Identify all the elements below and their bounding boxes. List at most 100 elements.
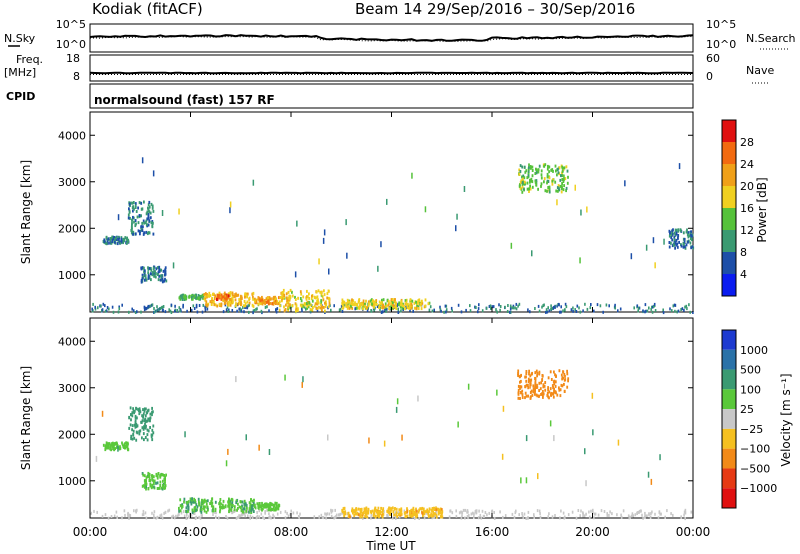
echo-mark — [146, 433, 149, 437]
power-colorbar-swatch — [722, 252, 736, 274]
ground-scatter-mark — [589, 515, 591, 519]
echo-mark — [517, 372, 519, 375]
echo-mark — [404, 511, 407, 514]
echo-mark — [346, 298, 349, 302]
ground-scatter-mark — [382, 310, 384, 314]
echo-mark — [276, 505, 278, 509]
echo-mark — [517, 384, 520, 388]
freq-top-tick: 18 — [66, 52, 80, 65]
echo-mark — [152, 267, 155, 271]
echo-mark — [560, 383, 563, 387]
echo-mark — [243, 504, 246, 508]
ground-scatter-mark — [593, 309, 595, 313]
ground-scatter-mark — [385, 309, 387, 313]
echo-mark — [432, 510, 434, 514]
echo-mark — [560, 174, 562, 178]
echo-mark — [250, 509, 253, 513]
echo-mark — [199, 294, 202, 298]
ground-scatter-mark — [560, 310, 562, 314]
ground-scatter-mark — [117, 310, 120, 314]
echo-mark — [228, 510, 230, 514]
echo-mark — [127, 448, 130, 452]
echo-mark — [424, 304, 427, 308]
echo-mark — [210, 500, 213, 504]
echo-mark — [243, 507, 246, 511]
ground-scatter-mark — [151, 511, 153, 515]
ground-scatter-mark — [252, 309, 255, 313]
echo-mark — [542, 395, 544, 399]
echo-mark — [302, 295, 305, 299]
ground-scatter-mark — [155, 309, 158, 313]
ground-scatter-mark — [268, 309, 270, 313]
ground-scatter-mark — [325, 512, 328, 516]
isolated-echo-mark — [645, 244, 648, 251]
echo-mark — [222, 298, 224, 302]
echo-mark — [243, 502, 246, 506]
echo-mark — [559, 178, 562, 182]
echo-mark — [397, 303, 400, 307]
echo-mark — [165, 473, 167, 477]
echo-mark — [409, 298, 412, 302]
freq-label-line2: [MHz] — [4, 66, 36, 79]
echo-mark — [205, 499, 207, 503]
ground-scatter-mark — [590, 303, 592, 306]
echo-mark — [141, 472, 144, 475]
echo-mark — [195, 508, 198, 512]
ground-scatter-mark — [597, 513, 600, 517]
echo-mark — [202, 296, 205, 299]
ground-scatter-mark — [527, 516, 529, 520]
echo-mark — [427, 511, 430, 515]
isolated-echo-mark — [510, 242, 513, 249]
ground-scatter-mark — [268, 516, 270, 520]
nsearch-bottom-tick: 10^0 — [706, 38, 736, 51]
echo-mark — [150, 267, 152, 271]
echo-mark — [109, 446, 112, 450]
echo-mark — [289, 288, 292, 292]
echo-mark — [382, 298, 385, 302]
echo-mark — [164, 273, 166, 277]
echo-mark — [265, 504, 268, 507]
ground-scatter-mark — [313, 515, 316, 519]
echo-mark — [683, 237, 686, 241]
echo-mark — [206, 508, 209, 512]
echo-mark — [538, 394, 540, 398]
echo-mark — [112, 443, 114, 447]
isolated-echo-mark — [117, 214, 120, 221]
echo-mark — [395, 513, 398, 517]
ground-scatter-mark — [318, 515, 320, 519]
ground-scatter-mark — [160, 514, 162, 518]
echo-mark — [107, 241, 109, 245]
echo-mark — [521, 389, 524, 393]
echo-mark — [161, 487, 164, 491]
ground-scatter-mark — [173, 516, 176, 520]
ground-scatter-mark — [539, 515, 542, 519]
ground-scatter-mark — [651, 510, 653, 514]
ground-scatter-mark — [178, 306, 181, 310]
velocity-colorbar-swatch — [722, 488, 736, 508]
echo-mark — [517, 388, 520, 392]
echo-mark — [291, 290, 293, 294]
nsky-label: N.Sky — [4, 32, 36, 45]
echo-mark — [362, 302, 365, 306]
echo-mark — [321, 295, 324, 299]
echo-mark — [231, 500, 234, 504]
echo-mark — [525, 394, 528, 398]
echo-mark — [250, 498, 252, 501]
echo-mark — [150, 272, 152, 276]
ground-scatter-mark — [425, 511, 428, 515]
ground-scatter-mark — [186, 309, 188, 313]
echo-mark — [548, 176, 551, 180]
echo-mark — [244, 294, 246, 298]
nsky-trace — [89, 34, 694, 42]
ground-scatter-mark — [174, 304, 176, 308]
ground-scatter-mark — [677, 309, 680, 313]
echo-mark — [517, 392, 520, 396]
y-tick-label: 1000 — [58, 475, 86, 488]
isolated-echo-mark — [141, 157, 144, 164]
echo-mark — [535, 167, 537, 171]
echo-mark — [242, 507, 245, 511]
echo-mark — [431, 514, 433, 518]
echo-mark — [418, 508, 420, 512]
echo-mark — [534, 392, 536, 396]
echo-mark — [441, 515, 444, 519]
